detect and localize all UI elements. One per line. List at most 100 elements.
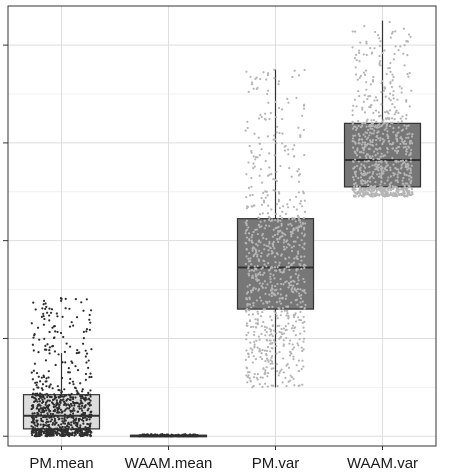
jitter-point bbox=[51, 412, 55, 416]
jitter-point bbox=[290, 352, 293, 355]
jitter-point bbox=[286, 312, 289, 315]
jitter-point bbox=[287, 223, 290, 226]
jitter-point bbox=[378, 123, 381, 126]
jitter-point bbox=[84, 349, 87, 352]
jitter-point bbox=[386, 146, 389, 150]
jitter-point bbox=[288, 342, 291, 345]
jitter-point bbox=[279, 219, 282, 222]
jitter-point bbox=[371, 79, 375, 82]
jitter-point bbox=[256, 279, 259, 282]
jitter-point bbox=[273, 329, 276, 332]
jitter-point bbox=[51, 421, 55, 425]
jitter-point bbox=[303, 68, 306, 72]
jitter-point bbox=[403, 124, 406, 127]
jitter-point bbox=[380, 155, 383, 158]
jitter-point bbox=[357, 190, 360, 193]
jitter-point bbox=[247, 267, 250, 270]
jitter-point bbox=[387, 176, 390, 179]
jitter-point bbox=[277, 230, 280, 234]
jitter-point bbox=[291, 229, 295, 232]
jitter-point bbox=[285, 314, 288, 317]
jitter-point bbox=[245, 338, 248, 341]
jitter-point bbox=[48, 346, 51, 349]
grid-layer bbox=[8, 6, 436, 446]
jitter-point bbox=[282, 241, 285, 244]
jitter-point bbox=[271, 362, 274, 365]
jitter-point bbox=[247, 260, 250, 263]
jitter-point bbox=[405, 100, 408, 103]
jitter-point bbox=[269, 275, 272, 278]
jitter-point bbox=[391, 103, 394, 106]
jitter-point bbox=[280, 142, 284, 145]
jitter-point bbox=[163, 435, 167, 438]
jitter-point bbox=[38, 434, 41, 438]
jitter-point bbox=[302, 128, 306, 132]
jitter-point bbox=[299, 264, 302, 267]
jitter-point bbox=[267, 245, 270, 248]
jitter-point bbox=[397, 49, 400, 52]
jitter-point bbox=[271, 335, 274, 338]
jitter-point bbox=[353, 170, 356, 174]
jitter-point bbox=[394, 186, 398, 189]
jitter-point bbox=[256, 373, 259, 376]
jitter-point bbox=[287, 101, 290, 104]
jitter-point bbox=[274, 219, 277, 222]
jitter-point bbox=[54, 427, 57, 430]
jitter-point bbox=[89, 372, 92, 375]
jitter-point bbox=[272, 274, 275, 277]
jitter-point bbox=[391, 121, 394, 125]
jitter-point bbox=[380, 82, 383, 85]
jitter-point bbox=[388, 142, 392, 146]
jitter-point bbox=[70, 392, 73, 396]
jitter-point bbox=[266, 92, 269, 96]
jitter-point bbox=[354, 191, 357, 195]
jitter-point bbox=[410, 164, 413, 167]
jitter-point bbox=[374, 180, 377, 184]
jitter-point bbox=[85, 398, 88, 401]
jitter-point bbox=[372, 158, 375, 161]
jitter-point bbox=[285, 364, 288, 367]
jitter-point bbox=[247, 161, 250, 164]
jitter-point bbox=[277, 240, 280, 243]
jitter-point bbox=[270, 208, 273, 211]
jitter-point bbox=[393, 193, 397, 196]
jitter-point bbox=[382, 141, 385, 144]
jitter-point bbox=[272, 189, 275, 192]
jitter-point bbox=[273, 154, 276, 157]
jitter-point bbox=[397, 168, 400, 171]
jitter-point bbox=[385, 73, 388, 76]
jitter-point bbox=[278, 297, 281, 300]
jitter-point bbox=[258, 296, 262, 299]
jitter-point bbox=[250, 269, 253, 272]
jitter-point bbox=[281, 333, 284, 336]
jitter-point bbox=[87, 391, 90, 394]
jitter-point bbox=[245, 334, 248, 337]
jitter-point bbox=[405, 114, 408, 117]
jitter-point bbox=[299, 306, 302, 309]
jitter-point bbox=[288, 166, 291, 170]
jitter-point bbox=[275, 363, 278, 366]
jitter-point bbox=[388, 125, 392, 128]
jitter-point bbox=[275, 301, 279, 304]
jitter-point bbox=[299, 221, 302, 224]
jitter-point bbox=[76, 423, 79, 426]
jitter-point bbox=[262, 302, 265, 305]
jitter-point bbox=[286, 203, 289, 206]
jitter-point bbox=[262, 201, 266, 204]
jitter-point bbox=[33, 412, 36, 415]
jitter-point bbox=[369, 139, 372, 142]
jitter-point bbox=[40, 419, 43, 423]
jitter-point bbox=[36, 326, 40, 329]
jitter-point bbox=[276, 266, 279, 269]
jitter-point bbox=[290, 224, 293, 227]
jitter-point bbox=[261, 385, 264, 389]
jitter-point bbox=[46, 424, 50, 427]
jitter-point bbox=[409, 171, 413, 174]
jitter-point bbox=[271, 288, 274, 291]
jitter-point bbox=[257, 136, 260, 139]
jitter-point bbox=[44, 414, 47, 417]
jitter-point bbox=[254, 273, 257, 276]
jitter-point bbox=[298, 294, 301, 298]
jitter-point bbox=[273, 77, 276, 80]
jitter-point bbox=[85, 431, 88, 434]
